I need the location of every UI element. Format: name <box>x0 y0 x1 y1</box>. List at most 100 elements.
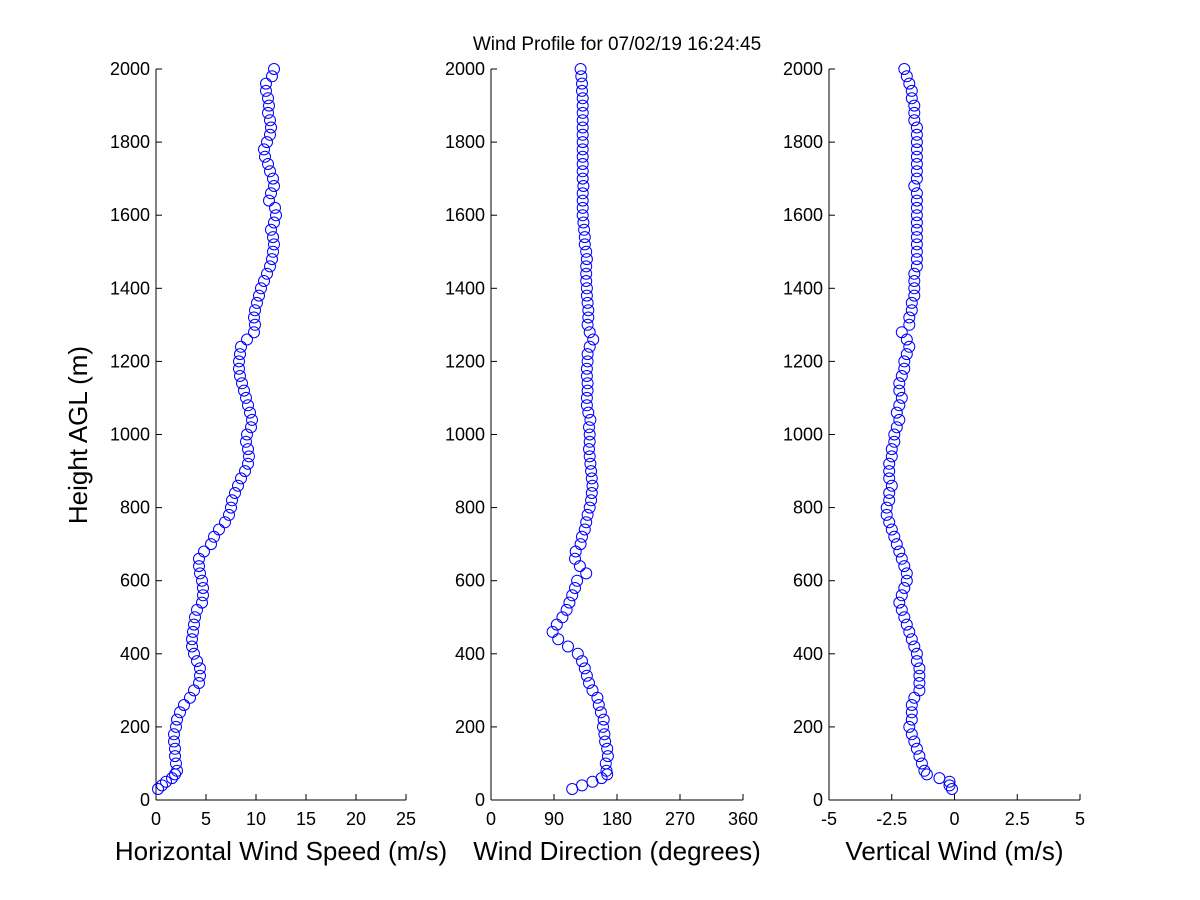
data-point <box>900 333 913 346</box>
data-point <box>169 750 181 763</box>
data-point <box>583 450 596 463</box>
y-tick-label: 1600 <box>445 205 485 225</box>
data-point <box>264 165 276 178</box>
data-point <box>880 508 893 521</box>
data-point <box>170 720 182 733</box>
panel-1: 0 200 400 600 800 1000 1200 1400 1600 1800 2000 0 5 1… <box>110 59 447 866</box>
data-point <box>208 530 220 543</box>
data-point <box>580 567 593 580</box>
y-tick-label: 800 <box>793 498 823 518</box>
data-point <box>171 713 183 726</box>
data-point <box>193 560 205 573</box>
data-point <box>583 326 596 339</box>
data-point <box>264 114 276 127</box>
data-point <box>893 545 906 558</box>
data-point <box>263 194 275 207</box>
data-point <box>580 391 593 404</box>
data-point <box>908 106 921 119</box>
data-point <box>193 677 205 689</box>
data-point <box>576 201 589 214</box>
y-tick-label: 1000 <box>783 425 823 445</box>
data-point <box>585 487 598 499</box>
data-point <box>576 194 589 207</box>
data-point <box>267 172 279 185</box>
data-point <box>243 450 255 463</box>
data-point <box>266 253 278 266</box>
data-point <box>577 216 590 229</box>
data-point <box>583 428 596 441</box>
data-point <box>903 318 916 331</box>
data-point <box>560 603 573 616</box>
data-point <box>262 106 274 119</box>
data-point <box>571 647 584 660</box>
data-point <box>265 121 277 134</box>
data-point <box>913 684 926 697</box>
x-tick-label: 180 <box>602 809 632 829</box>
data-point <box>910 150 923 163</box>
data-point <box>552 633 565 646</box>
data-point <box>910 216 923 229</box>
y-tick-label: 1000 <box>110 425 150 445</box>
data-point <box>586 684 599 697</box>
data-point <box>895 391 908 404</box>
data-point <box>905 84 918 97</box>
y-tick-label: 800 <box>455 498 485 518</box>
data-point <box>213 523 225 536</box>
y-tick-label: 2000 <box>783 59 823 79</box>
data-point <box>578 223 591 236</box>
data-point <box>242 457 254 470</box>
panel-2: 0 200 400 600 800 1000 1200 1400 1600 1800 2000 0 90… <box>445 59 761 866</box>
data-point <box>581 355 594 368</box>
data-point <box>600 764 613 777</box>
y-tick-label: 0 <box>813 790 823 810</box>
data-point <box>241 428 253 441</box>
data-point <box>267 245 279 258</box>
data-point <box>576 655 588 668</box>
data-point <box>196 574 208 587</box>
y-tick-label: 1400 <box>110 278 150 298</box>
data-point <box>905 633 918 646</box>
data-point <box>601 750 614 763</box>
data-point <box>903 720 916 733</box>
data-point <box>883 494 896 507</box>
data-point <box>893 399 906 412</box>
data-point <box>226 494 238 507</box>
y-tick-label: 1200 <box>445 351 485 371</box>
y-tick-label: 400 <box>455 644 485 664</box>
data-point <box>236 377 248 390</box>
data-point <box>262 158 274 170</box>
data-point <box>908 275 921 287</box>
data-point <box>235 472 247 485</box>
data-point <box>258 275 270 287</box>
x-tick-label: 25 <box>396 809 416 829</box>
data-point <box>893 384 906 397</box>
data-point <box>566 589 579 602</box>
y-tick-label: 1400 <box>445 278 485 298</box>
data-point <box>898 355 911 368</box>
data-point <box>898 560 911 573</box>
data-point <box>920 768 933 781</box>
data-point <box>581 384 594 397</box>
data-point <box>576 165 589 178</box>
data-point <box>903 625 916 638</box>
x-tick-label: 20 <box>346 809 366 829</box>
data-point <box>895 552 908 565</box>
data-point <box>933 772 946 785</box>
x-tick-label: 0 <box>949 809 959 829</box>
data-point <box>580 245 593 258</box>
data-point <box>583 501 596 514</box>
data-point <box>189 611 201 624</box>
data-point <box>255 282 267 295</box>
data-point <box>245 421 257 434</box>
data-point <box>910 165 923 178</box>
data-point <box>885 450 898 463</box>
data-point <box>910 209 923 222</box>
y-tick-label: 1600 <box>783 205 823 225</box>
data-point <box>943 779 956 792</box>
data-point <box>583 340 596 353</box>
data-point <box>578 662 591 675</box>
data-point <box>266 70 278 83</box>
data-point <box>232 479 244 492</box>
data-point <box>883 465 896 478</box>
